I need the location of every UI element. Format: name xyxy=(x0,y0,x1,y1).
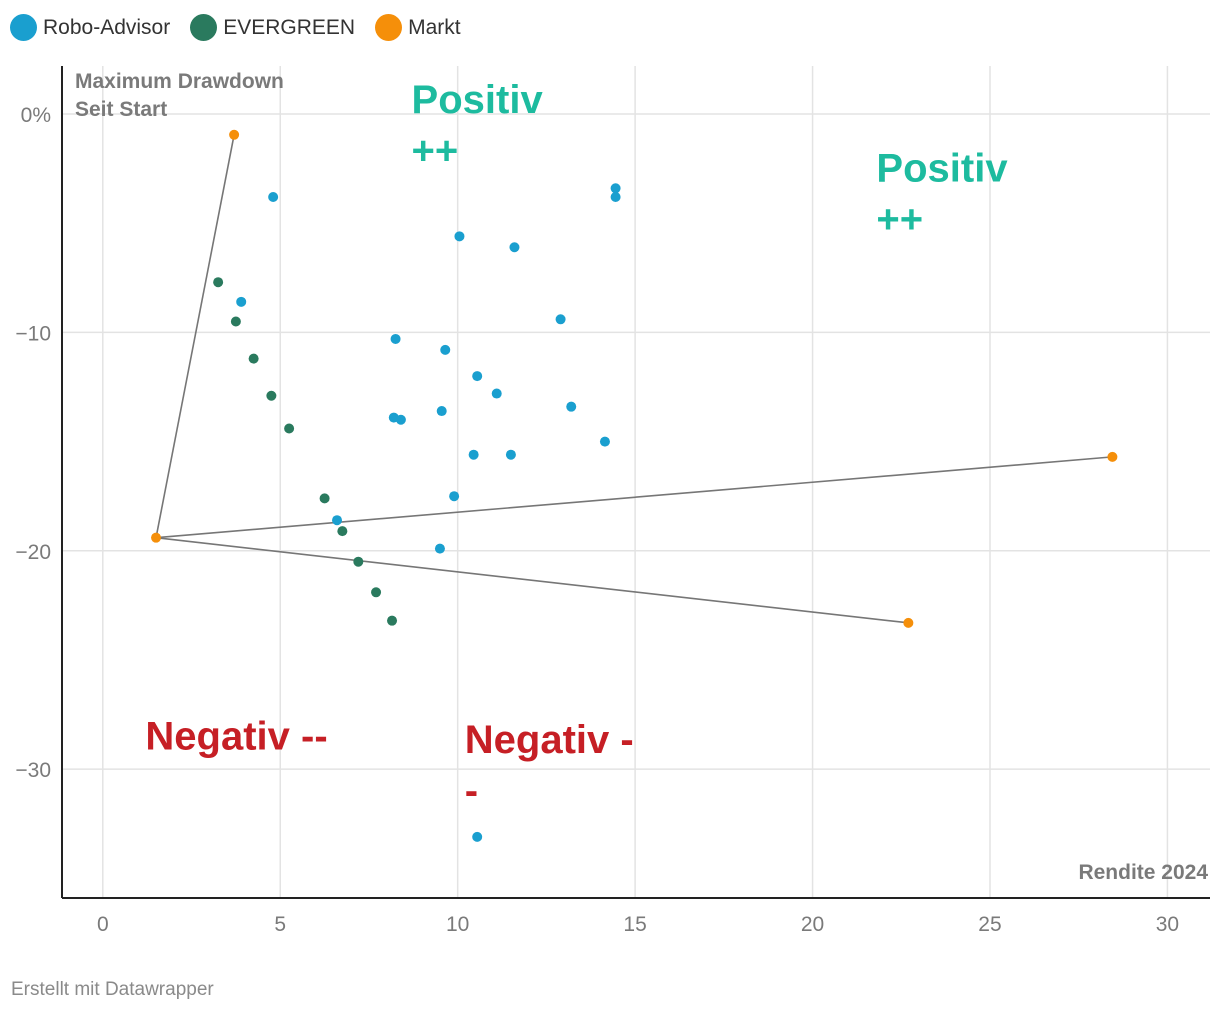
connector-line xyxy=(155,134,235,538)
y-tick-label: 0% xyxy=(21,104,51,127)
point-robo-advisor[interactable] xyxy=(454,231,465,242)
legend-item-robo-advisor[interactable]: Robo-Advisor xyxy=(10,14,170,41)
point-evergreen[interactable] xyxy=(319,493,330,504)
point-robo-advisor[interactable] xyxy=(599,436,610,447)
point-markt[interactable] xyxy=(229,129,240,140)
point-robo-advisor[interactable] xyxy=(566,401,577,412)
annotation-negativ: Negativ -- xyxy=(465,718,634,813)
point-robo-advisor[interactable] xyxy=(505,449,516,460)
legend-label-markt: Markt xyxy=(408,15,461,39)
quadrant-annotations: Positiv ++ Positiv ++ Negativ -- Negativ -- xyxy=(145,78,1008,813)
legend-swatch-robo-advisor xyxy=(10,14,37,41)
x-tick-label: 30 xyxy=(1156,913,1179,936)
point-robo-advisor[interactable] xyxy=(332,515,343,526)
legend-swatch-markt xyxy=(375,14,403,41)
data-points xyxy=(151,129,1118,842)
point-evergreen[interactable] xyxy=(353,556,364,567)
point-evergreen[interactable] xyxy=(337,526,348,537)
point-robo-advisor[interactable] xyxy=(440,344,451,355)
point-evergreen[interactable] xyxy=(230,316,241,327)
legend-label-evergreen: EVERGREEN xyxy=(223,15,356,39)
axis-labels: 0 5 10 15 20 25 30 0% −10 −20 −30 Maximum Drawdown S… xyxy=(15,70,1208,936)
point-robo-advisor[interactable] xyxy=(449,491,460,502)
point-evergreen[interactable] xyxy=(266,390,277,401)
point-robo-advisor[interactable] xyxy=(390,333,401,344)
point-markt[interactable] xyxy=(903,617,914,628)
legend-item-evergreen[interactable]: EVERGREEN xyxy=(190,14,355,41)
point-robo-advisor[interactable] xyxy=(395,414,406,425)
grid xyxy=(62,66,1210,898)
legend: Robo-Advisor EVERGREEN Markt xyxy=(10,14,461,41)
connector-lines xyxy=(155,134,1113,624)
point-robo-advisor[interactable] xyxy=(268,192,279,203)
legend-item-markt[interactable]: Markt xyxy=(375,14,461,41)
x-tick-label: 20 xyxy=(801,913,824,936)
connector-line xyxy=(155,536,909,624)
x-tick-label: 10 xyxy=(446,913,469,936)
point-robo-advisor[interactable] xyxy=(610,192,621,203)
x-tick-label: 15 xyxy=(623,913,646,936)
point-robo-advisor[interactable] xyxy=(436,406,447,417)
y-tick-label: −20 xyxy=(15,541,51,564)
point-robo-advisor[interactable] xyxy=(434,543,445,554)
x-tick-label: 25 xyxy=(978,913,1001,936)
point-robo-advisor[interactable] xyxy=(491,388,502,399)
point-evergreen[interactable] xyxy=(213,277,224,288)
point-robo-advisor[interactable] xyxy=(555,314,566,325)
point-robo-advisor[interactable] xyxy=(472,831,483,842)
point-evergreen[interactable] xyxy=(387,615,398,626)
annotation-negativ: Negativ -- xyxy=(145,715,327,759)
point-robo-advisor[interactable] xyxy=(236,296,247,307)
point-robo-advisor[interactable] xyxy=(509,242,520,253)
annotation-positiv: Positiv ++ xyxy=(412,78,544,173)
connector-line xyxy=(155,456,1113,539)
y-tick-label: −10 xyxy=(15,322,51,345)
point-evergreen[interactable] xyxy=(371,587,382,598)
point-evergreen[interactable] xyxy=(284,423,295,434)
x-axis-title: Rendite 2024 xyxy=(1078,861,1208,884)
footer-credit: Erstellt mit Datawrapper xyxy=(11,979,214,1000)
axes xyxy=(61,66,1210,899)
point-robo-advisor[interactable] xyxy=(472,371,483,382)
legend-label-robo-advisor: Robo-Advisor xyxy=(43,15,171,39)
point-robo-advisor[interactable] xyxy=(468,449,479,460)
x-tick-label: 5 xyxy=(274,913,286,936)
y-tick-label: −30 xyxy=(15,759,51,782)
point-evergreen[interactable] xyxy=(248,353,259,364)
point-markt[interactable] xyxy=(151,532,162,543)
annotation-positiv: Positiv ++ xyxy=(876,147,1008,242)
point-markt[interactable] xyxy=(1107,451,1118,462)
y-axis-title: Maximum Drawdown Seit Start xyxy=(75,70,284,121)
legend-swatch-evergreen xyxy=(190,14,218,41)
x-tick-label: 0 xyxy=(97,913,109,936)
point-robo-advisor[interactable] xyxy=(610,183,621,194)
